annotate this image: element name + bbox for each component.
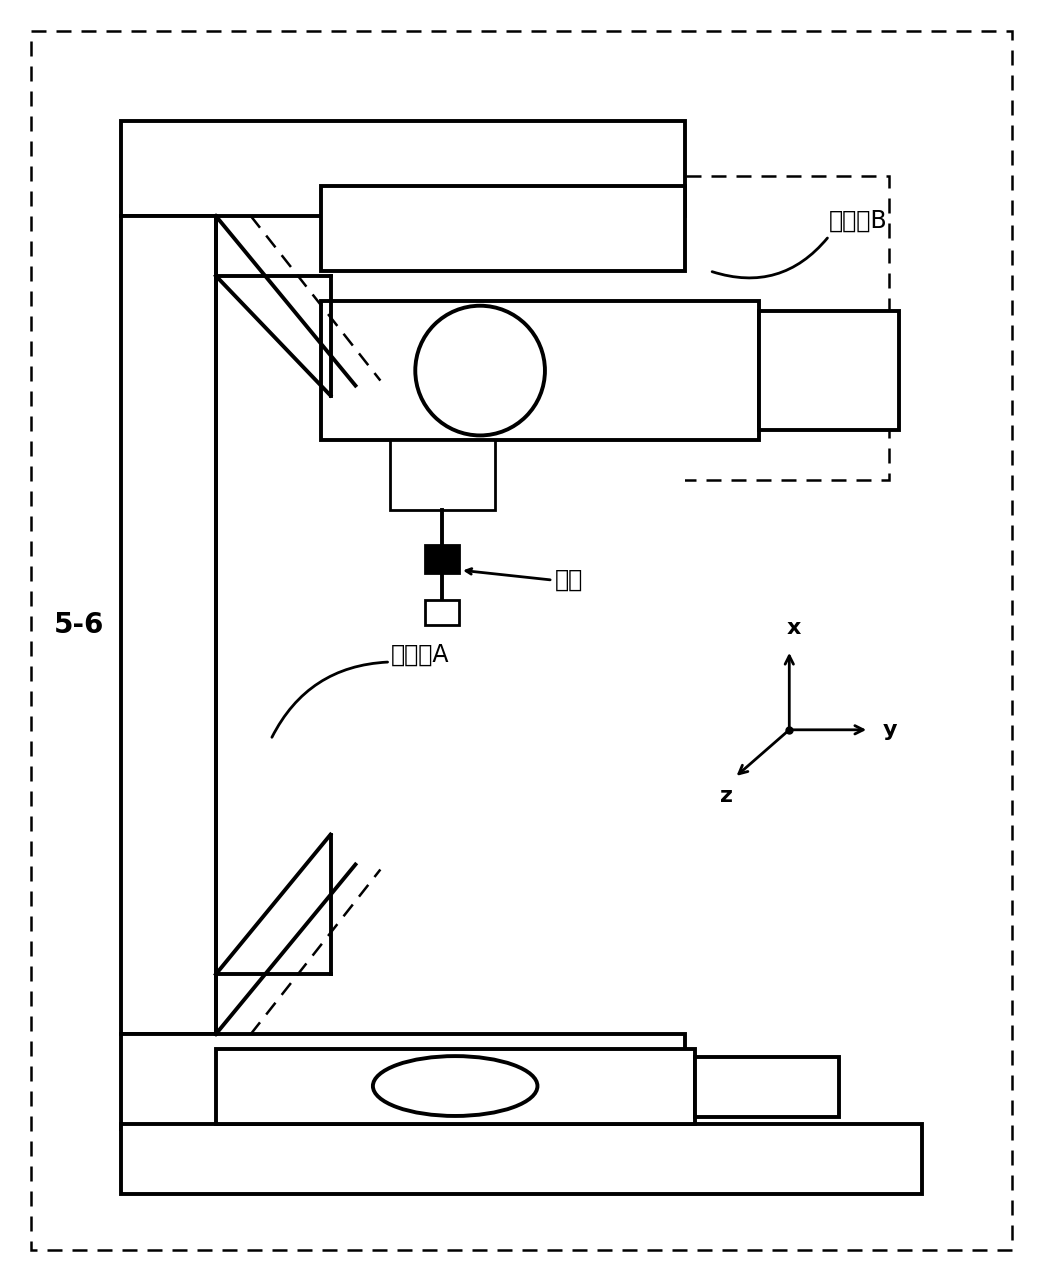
Text: x: x	[787, 617, 801, 638]
Ellipse shape	[373, 1056, 537, 1116]
Bar	[121, 216, 216, 1034]
Bar	[320, 186, 684, 270]
Bar	[426, 546, 459, 573]
Bar	[320, 301, 759, 441]
Bar	[390, 441, 495, 510]
Bar	[216, 1049, 695, 1123]
Text: 样品: 样品	[555, 569, 583, 592]
Circle shape	[415, 306, 544, 436]
Bar	[121, 1034, 684, 1129]
Text: y: y	[883, 720, 898, 740]
Text: 位移台B: 位移台B	[829, 209, 888, 233]
Text: 5-7: 5-7	[430, 1072, 481, 1100]
Text: 5-3: 5-3	[455, 356, 505, 384]
Text: 5-1: 5-1	[477, 215, 527, 243]
Text: 5-6: 5-6	[54, 611, 104, 639]
Bar	[759, 311, 899, 430]
Bar	[216, 216, 684, 1034]
Bar	[695, 1057, 840, 1117]
Text: 5-2: 5-2	[356, 356, 406, 384]
Text: z: z	[720, 785, 733, 806]
Bar	[211, 175, 889, 480]
Text: 5-4: 5-4	[804, 356, 854, 384]
Text: 5-8: 5-8	[742, 1072, 792, 1100]
Text: 位移台A: 位移台A	[390, 643, 448, 667]
Text: 5-5: 5-5	[417, 461, 467, 489]
Bar	[121, 122, 684, 216]
Bar	[426, 600, 459, 625]
Bar	[121, 1123, 922, 1194]
